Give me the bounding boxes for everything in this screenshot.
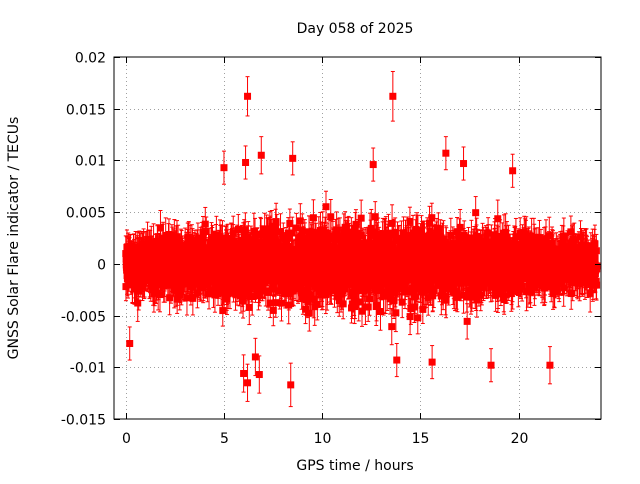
data-marker [166, 294, 173, 301]
data-marker [134, 300, 141, 307]
data-marker [202, 221, 209, 228]
data-marker [273, 218, 280, 225]
